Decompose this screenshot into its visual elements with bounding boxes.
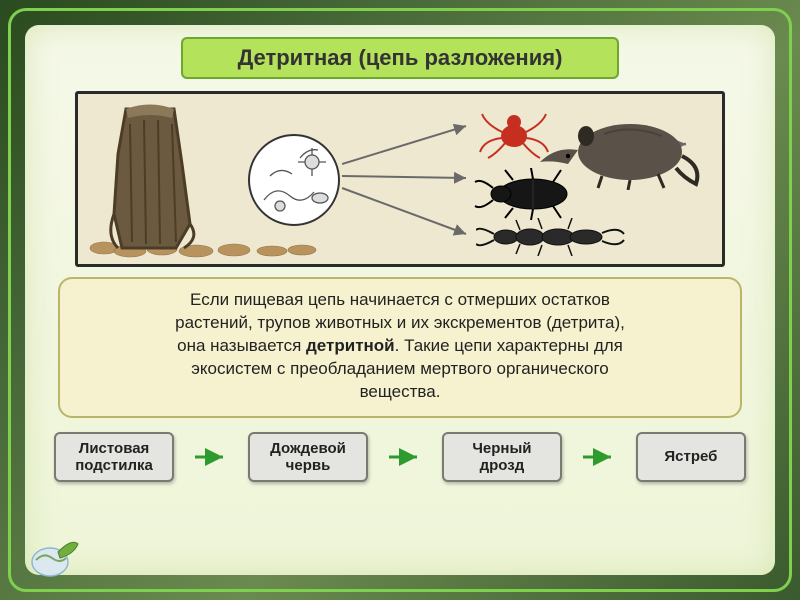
desc-bold: детритной xyxy=(306,336,395,355)
shrew-icon xyxy=(534,106,704,190)
diagram-arrow-icon xyxy=(342,118,476,248)
chain-label: дрозд xyxy=(480,457,525,474)
microorganisms-circle-icon xyxy=(248,134,340,226)
chain-item-blackbird: Черный дрозд xyxy=(442,432,562,483)
desc-line: . Такие цепи характерны для xyxy=(395,336,623,355)
content-panel: Детритная (цепь разложения) xyxy=(25,25,775,575)
chain-item-worm: Дождевой червь xyxy=(248,432,368,483)
outer-frame: Детритная (цепь разложения) xyxy=(8,8,792,592)
chain-arrow-icon xyxy=(581,448,617,466)
desc-line: экосистем с преобладанием мертвого орган… xyxy=(191,359,609,378)
desc-line: вещества. xyxy=(360,382,441,401)
tree-stump-icon xyxy=(96,104,216,254)
chain-arrow-icon xyxy=(387,448,423,466)
food-chain-row: Листовая подстилка Дождевой червь Черный… xyxy=(54,432,746,483)
title-box: Детритная (цепь разложения) xyxy=(181,37,619,79)
chain-label: червь xyxy=(286,457,331,474)
desc-line: она называется xyxy=(177,336,306,355)
earwig-icon xyxy=(476,218,626,256)
desc-line: Если пищевая цепь начинается с отмерших … xyxy=(190,290,610,309)
chain-label: Ястреб xyxy=(664,448,717,465)
chain-arrow-icon xyxy=(193,448,229,466)
description-box: Если пищевая цепь начинается с отмерших … xyxy=(58,277,743,418)
chain-label: Дождевой xyxy=(270,440,346,457)
chain-label: Листовая xyxy=(79,440,150,457)
chain-item-litter: Листовая подстилка xyxy=(54,432,174,483)
food-chain-diagram xyxy=(75,91,725,267)
chain-item-hawk: Ястреб xyxy=(636,432,746,481)
title-text: Детритная (цепь разложения) xyxy=(238,45,563,70)
chain-label: подстилка xyxy=(75,457,153,474)
globe-leaf-icon xyxy=(28,532,80,580)
chain-label: Черный xyxy=(472,440,531,457)
desc-line: растений, трупов животных и их экскремен… xyxy=(175,313,625,332)
